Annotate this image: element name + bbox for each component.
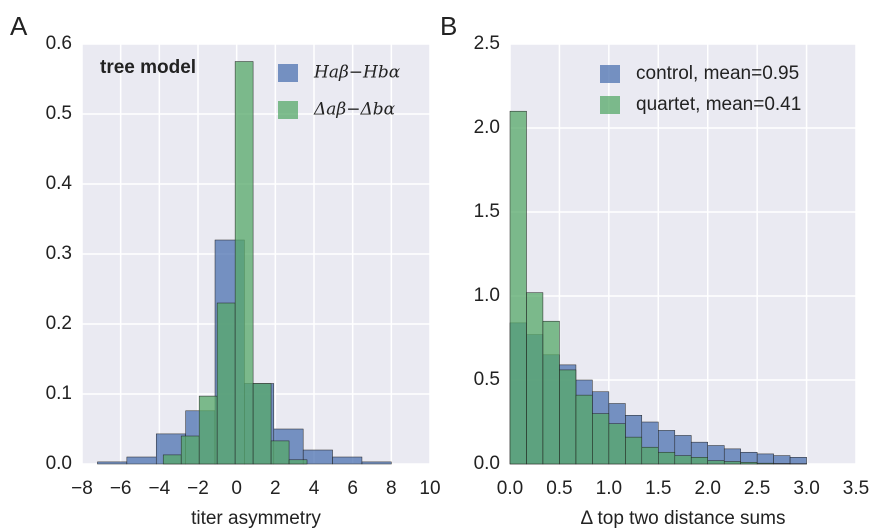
y-tick-label: 0.0 (474, 453, 500, 474)
x-tick-label: 3.0 (793, 478, 819, 499)
x-tick-label: 0 (231, 478, 242, 499)
bar (542, 320, 560, 465)
y-tick-label: 0.0 (46, 453, 72, 474)
legend-swatch (278, 64, 298, 82)
bar (180, 435, 200, 465)
legend-label: control, mean=0.95 (636, 63, 799, 84)
bar (723, 461, 741, 465)
bar (756, 453, 774, 465)
bar (526, 292, 544, 465)
x-tick-label: 1.0 (596, 478, 622, 499)
bar (270, 440, 290, 465)
y-tick-label: 0.5 (474, 369, 500, 390)
y-tick-label: 0.5 (46, 103, 72, 124)
bar (625, 436, 643, 465)
bar (361, 461, 392, 465)
bar (234, 61, 254, 465)
bar (756, 462, 774, 465)
y-tick-label: 1.5 (474, 201, 500, 222)
x-tick-label: −6 (110, 478, 132, 499)
x-tick-label: 3.5 (843, 478, 869, 499)
x-tick-label: 0.0 (497, 478, 523, 499)
y-tick-label: 2.0 (474, 117, 500, 138)
bar (740, 462, 758, 465)
legend-label: quartet, mean=0.41 (636, 94, 801, 115)
bar (288, 459, 308, 465)
panel-label: B (440, 11, 457, 41)
legend-swatch (600, 96, 620, 114)
y-tick-label: 0.4 (46, 173, 73, 194)
bar (674, 455, 692, 465)
legend-swatch (278, 101, 298, 119)
legend-label: Δaβ−Δbα (313, 100, 396, 120)
y-tick-label: 0.3 (46, 243, 72, 264)
bar (608, 423, 626, 465)
bar (332, 456, 363, 465)
bar (162, 454, 182, 465)
x-tick-label: 0.5 (546, 478, 572, 499)
y-tick-label: 0.1 (46, 383, 72, 404)
bar (126, 456, 157, 465)
bar (592, 413, 610, 465)
legend-swatch (600, 65, 620, 83)
bar (641, 446, 659, 465)
bar (216, 302, 236, 465)
x-tick-label: 10 (419, 478, 440, 499)
bar (690, 457, 708, 465)
x-tick-label: 1.5 (645, 478, 671, 499)
x-axis-label: Δ top two distance sums (581, 508, 786, 529)
x-tick-label: 4 (309, 478, 320, 499)
y-tick-label: 0.2 (46, 313, 72, 334)
x-tick-label: 6 (347, 478, 358, 499)
legend-label: Haβ−Hbα (313, 63, 401, 83)
bar (707, 460, 725, 465)
bar (509, 110, 527, 465)
y-tick-label: 1.0 (474, 285, 500, 306)
x-tick-label: 8 (386, 478, 397, 499)
bar (302, 449, 333, 465)
bar (559, 369, 577, 465)
x-tick-label: 2.0 (695, 478, 721, 499)
x-tick-label: 2.5 (744, 478, 770, 499)
bar (789, 457, 807, 465)
y-tick-label: 0.6 (46, 33, 72, 54)
annotation: tree model (100, 57, 196, 78)
bar (773, 455, 791, 465)
x-tick-label: −8 (71, 478, 93, 499)
x-tick-label: 2 (270, 478, 281, 499)
y-tick-label: 2.5 (474, 33, 500, 54)
bar (97, 461, 128, 465)
bar (773, 463, 791, 465)
bar (252, 383, 272, 465)
x-tick-label: −4 (148, 478, 170, 499)
x-axis-label: titer asymmetry (191, 508, 321, 529)
bar (198, 395, 218, 465)
panel-label: A (10, 11, 28, 41)
bar (658, 451, 676, 465)
x-tick-label: −2 (187, 478, 209, 499)
bar (575, 394, 593, 465)
